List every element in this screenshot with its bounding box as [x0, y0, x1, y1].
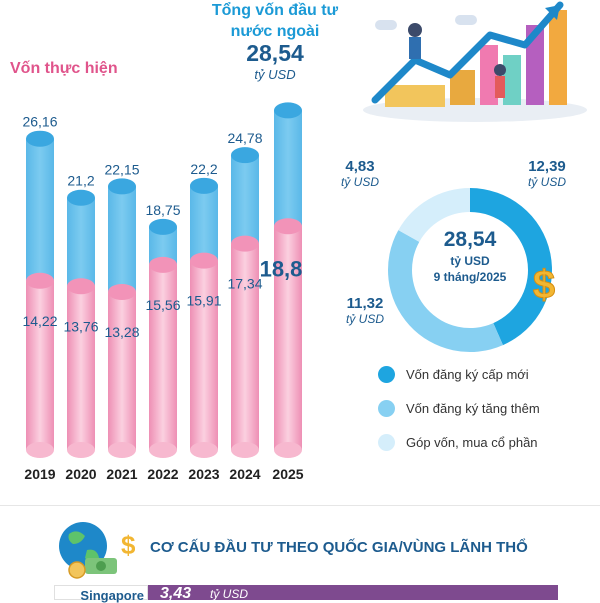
donut-label-increase: 11,32 tỷ USD — [330, 295, 400, 326]
bar-base-2022 — [149, 442, 177, 458]
donut-slice-0 — [470, 188, 552, 346]
bar-realized-value-label-2023: 15,91 — [186, 293, 221, 309]
country-value-singapore: 3,43 — [160, 585, 192, 602]
bar-realized-value-label-2019: 14,22 — [22, 313, 57, 329]
bar-total-top-2022 — [149, 218, 177, 235]
legend-label-contribution: Góp vốn, mua cổ phần — [406, 434, 538, 450]
bar-realized-top-2020 — [67, 278, 95, 295]
header-total-value: 28,54 — [246, 40, 304, 66]
section-divider — [0, 505, 600, 506]
x-tick-label-2019: 2019 — [24, 466, 55, 482]
bar-realized-value-label-2021: 13,28 — [104, 324, 139, 340]
x-tick-label-2025: 2025 — [272, 466, 303, 482]
x-tick-label-2020: 2020 — [65, 466, 96, 482]
bar-realized-2024 — [231, 243, 259, 450]
x-tick-label-2022: 2022 — [147, 466, 178, 482]
legend-item-contribution: Góp vốn, mua cổ phần — [378, 432, 538, 452]
dollar-sign-icon: $ — [532, 263, 555, 305]
realized-capital-label: Vốn thực hiện — [10, 60, 118, 77]
bar-total-top-2023 — [190, 177, 218, 194]
bar-realized-top-2024 — [231, 235, 259, 252]
country-unit-singapore: tỷ USD — [210, 587, 249, 601]
legend-dot-new — [378, 365, 395, 383]
bar-total-top-2025 — [274, 102, 302, 119]
bar-realized-top-2025 — [274, 218, 302, 235]
bar-realized-value-label-2022: 15,56 — [145, 297, 180, 313]
donut-center-value: 28,54 — [443, 228, 497, 251]
donut-label-contribution: 4,83 tỷ USD — [330, 158, 390, 189]
donut-label-contribution-unit: tỷ USD — [340, 175, 379, 189]
bar-total-value-label-2022: 18,75 — [145, 202, 180, 218]
bar-base-2021 — [108, 442, 136, 458]
bar-realized-2021 — [108, 291, 136, 450]
header-title: Tổng vốn đầu tư nước ngoài — [195, 0, 355, 42]
bar-total-top-2021 — [108, 178, 136, 195]
bar-base-2024 — [231, 442, 259, 458]
growth-chart-illustration-icon — [363, 1, 587, 122]
bar-total-top-2019 — [26, 130, 54, 147]
legend-label-new: Vốn đăng ký cấp mới — [406, 366, 529, 382]
bar-base-2020 — [67, 442, 95, 458]
x-tick-label-2023: 2023 — [188, 466, 219, 482]
bar-realized-top-2023 — [190, 252, 218, 269]
country-bar-singapore — [146, 585, 558, 600]
donut-chart — [388, 188, 552, 352]
bar-chart: 26,16 14,22 2019 21,2 13,76 2020 22,15 13,28 202… — [22, 102, 304, 482]
bar-realized-2020 — [67, 286, 95, 450]
bar-realized-top-2019 — [26, 272, 54, 289]
legend-label-increase: Vốn đăng ký tăng thêm — [406, 400, 540, 416]
header-total-unit: tỷ USD — [254, 67, 296, 82]
bar-base-2023 — [190, 442, 218, 458]
donut-label-new-unit: tỷ USD — [527, 175, 566, 189]
bar-realized-2025 — [274, 226, 302, 450]
bar-realized-value-label-2020: 13,76 — [63, 318, 98, 334]
bar-base-2025 — [274, 442, 302, 458]
bar-realized-2019 — [26, 280, 54, 450]
bar-total-value-label-2023: 22,2 — [190, 161, 217, 177]
header-title-line1: Tổng vốn đầu tư — [211, 2, 339, 19]
bar-total-top-2020 — [67, 189, 95, 206]
legend-item-increase: Vốn đăng ký tăng thêm — [378, 398, 540, 418]
donut-slice-2 — [398, 188, 470, 242]
bar-total-value-label-2021: 22,15 — [104, 161, 139, 177]
donut-label-new-value: 12,39 — [528, 158, 566, 175]
donut-label-increase-unit: tỷ USD — [345, 312, 384, 326]
donut-center-unit: tỷ USD — [450, 254, 490, 268]
bar-total-value-label-2019: 26,16 — [22, 114, 57, 130]
country-name-singapore: Singapore — [80, 588, 144, 603]
svg-text:$: $ — [121, 530, 135, 560]
svg-text:$: $ — [533, 263, 555, 304]
donut-label-contribution-value: 4,83 — [345, 158, 375, 175]
header-title-line2: nước ngoài — [230, 23, 320, 40]
donut-center-period: 9 tháng/2025 — [433, 270, 507, 284]
bar-realized-2022 — [149, 264, 177, 450]
bar-base-2019 — [26, 442, 54, 458]
bar-realized-value-label-2024: 17,34 — [227, 276, 262, 292]
bar-total-value-label-2024: 24,78 — [227, 130, 262, 146]
bar-total-top-2024 — [231, 147, 259, 164]
globe-money-icon: $ — [59, 522, 135, 579]
legend-item-new: Vốn đăng ký cấp mới — [378, 364, 529, 384]
x-tick-label-2024: 2024 — [229, 466, 260, 482]
section-title: CƠ CẤU ĐẦU TƯ THEO QUỐC GIA/VÙNG LÃNH TH… — [150, 539, 528, 556]
donut-center-label: 28,54 tỷ USD 9 tháng/2025 — [400, 228, 540, 284]
legend-dot-contribution — [378, 433, 395, 451]
legend-dot-increase — [378, 399, 395, 417]
bar-total-value-label-2020: 21,2 — [67, 173, 94, 189]
bar-realized-top-2022 — [149, 256, 177, 273]
x-tick-label-2021: 2021 — [106, 466, 137, 482]
donut-slice-1 — [388, 230, 503, 352]
donut-label-increase-value: 11,32 — [346, 295, 384, 312]
bar-realized-top-2021 — [108, 283, 136, 300]
donut-label-new: 12,39 tỷ USD — [512, 158, 582, 189]
bar-realized-value-label-2025: 18,8 — [260, 256, 303, 281]
bar-realized-2023 — [190, 260, 218, 450]
